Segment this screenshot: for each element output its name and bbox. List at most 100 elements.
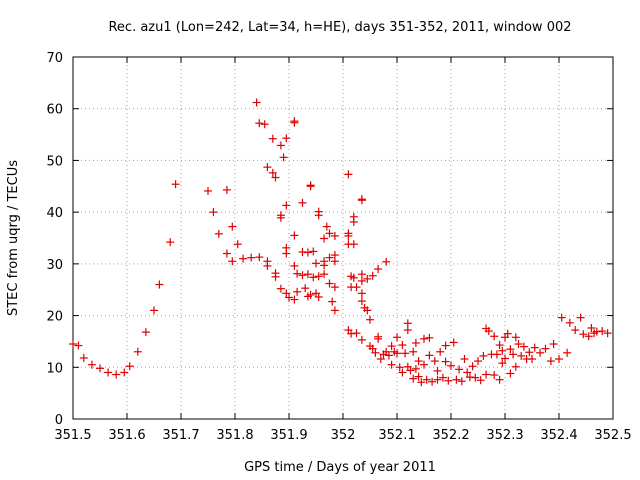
data-point [576, 313, 585, 322]
data-point [498, 346, 507, 355]
data-point [112, 370, 121, 379]
data-point [228, 257, 237, 266]
y-tick-label: 60 [46, 103, 63, 118]
data-point [417, 378, 426, 387]
x-tick-label: 351.7 [162, 428, 199, 443]
data-point [260, 120, 269, 129]
data-point [120, 368, 129, 377]
data-point [506, 345, 515, 354]
data-point [495, 341, 504, 350]
y-axis-label: STEC from uqrg / TECUs [6, 160, 21, 316]
data-point [320, 270, 329, 279]
data-point [587, 323, 596, 332]
data-point [368, 271, 377, 280]
y-tick-label: 30 [46, 258, 63, 273]
data-point [393, 333, 401, 342]
data-point [125, 362, 134, 371]
y-tick-label: 70 [46, 51, 63, 66]
x-tick-label: 352.1 [378, 428, 415, 443]
data-point [328, 297, 337, 306]
data-point [298, 271, 307, 280]
data-point [398, 341, 407, 350]
data-point [441, 341, 450, 350]
data-point [276, 141, 285, 150]
data-point [290, 261, 299, 270]
data-point [438, 373, 447, 382]
data-point [314, 211, 323, 220]
data-point [584, 332, 593, 341]
data-point [79, 353, 88, 362]
data-point [233, 240, 242, 249]
data-point [363, 306, 372, 315]
data-point [490, 332, 499, 341]
data-point [393, 349, 401, 358]
data-point [96, 364, 104, 373]
data-point [320, 234, 329, 243]
data-point [463, 368, 472, 377]
data-point [290, 231, 299, 240]
data-point [306, 182, 315, 191]
axis-ticks [72, 56, 614, 420]
data-point [403, 319, 412, 328]
data-point [349, 273, 358, 282]
data-point [376, 355, 385, 364]
data-point [263, 163, 272, 172]
data-point [428, 377, 437, 386]
data-point [357, 289, 366, 298]
data-point [330, 257, 339, 266]
data-point [303, 270, 312, 279]
y-tick-label: 50 [46, 154, 63, 169]
data-point [349, 240, 358, 249]
data-point [484, 327, 493, 336]
data-point [525, 348, 534, 357]
data-point [166, 238, 175, 247]
data-point [104, 368, 113, 377]
data-point [471, 373, 480, 382]
data-point [422, 375, 431, 384]
data-point [495, 375, 504, 384]
x-tick-label: 352.4 [540, 428, 577, 443]
y-tick-label: 0 [55, 413, 63, 428]
data-point [371, 348, 380, 357]
x-tick-label: 352.2 [432, 428, 469, 443]
data-point [411, 338, 420, 347]
data-point [449, 338, 458, 347]
data-point [425, 333, 434, 342]
data-point [349, 217, 358, 226]
x-tick-label: 351.5 [54, 428, 91, 443]
data-point [357, 335, 366, 344]
data-point [285, 293, 293, 302]
data-point [506, 369, 515, 378]
data-point [563, 348, 572, 357]
y-tick-labels: 0 10 20 30 40 50 60 70 [46, 51, 63, 428]
data-point [322, 222, 331, 231]
data-point [69, 340, 77, 349]
data-point [357, 270, 366, 279]
data-point [414, 372, 423, 381]
data-point [528, 355, 536, 364]
x-tick-label: 351.8 [216, 428, 253, 443]
data-point [401, 349, 410, 358]
plot-frame [72, 56, 614, 420]
data-point [433, 375, 442, 384]
data-point [374, 334, 383, 343]
data-point [425, 351, 434, 360]
data-point [271, 173, 280, 182]
x-tick-labels: 351.5 351.6 351.7 351.8 351.9 352 352.1 352.2 35… [54, 428, 631, 443]
data-point [357, 297, 366, 306]
x-axis-label: GPS time / Days of year 2011 [244, 460, 436, 475]
data-point [352, 283, 361, 292]
data-point [374, 265, 383, 274]
data-point [363, 274, 372, 283]
data-point [514, 340, 523, 349]
data-point [325, 279, 334, 288]
data-point [301, 284, 310, 293]
grid [73, 57, 613, 419]
data-point [282, 201, 291, 210]
data-point [312, 259, 320, 268]
data-point [457, 377, 466, 386]
data-point [603, 329, 612, 338]
data-point [222, 185, 231, 194]
data-point [344, 231, 353, 240]
data-point [530, 343, 539, 352]
